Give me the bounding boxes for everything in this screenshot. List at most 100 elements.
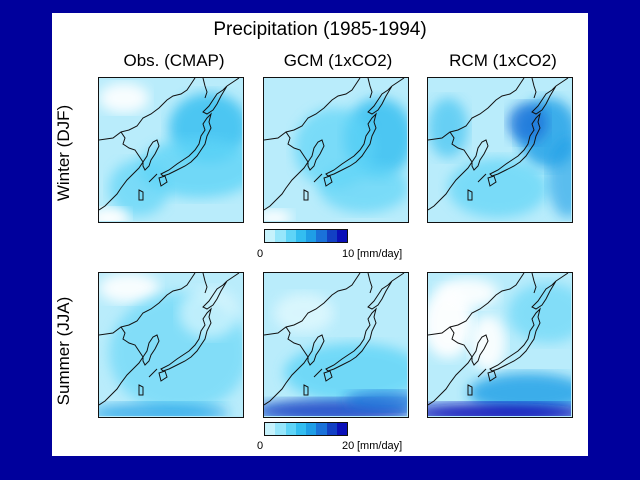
map-canvas [428,78,571,218]
coastline [428,131,473,211]
coastline [303,384,309,396]
coastline [487,370,497,382]
precip-shade [548,138,571,218]
coastline [264,273,361,336]
coastline [99,131,144,211]
coastline [531,273,537,294]
coastline [555,78,569,87]
row-header-winter: Winter (DJF) [54,104,73,202]
coastline [307,139,325,171]
map-canvas [99,78,242,221]
coastline [531,78,537,99]
coastline [471,334,489,366]
precip-shade [438,278,498,308]
coastline [160,307,212,372]
coastline [264,78,361,141]
row-header-summer: Summer (JJA) [54,296,73,406]
coastline [428,273,525,336]
colorbar-swatch [326,230,337,242]
precip-shade [274,293,334,333]
map-panel-summer-rcm [427,272,573,418]
colorbar-winter-max: 10 [342,248,355,260]
colorbar-summer-max: 20 [342,440,355,452]
coastline [303,189,309,201]
map-canvas [264,78,407,221]
coastline [226,273,240,282]
coastline [99,326,144,406]
colorbar-swatch [316,423,327,435]
precip-shade [179,288,239,338]
coastline [142,334,160,366]
coastline [148,368,158,378]
precip-shade [99,208,129,221]
coastline [477,368,487,378]
figure-title: Precipitation (1985-1994) [213,19,427,40]
map-panel-summer-obs [98,272,244,418]
coastline [226,78,240,87]
map-canvas [264,273,407,416]
coastline [477,173,487,183]
coastline [202,78,208,99]
colorbar-winter-min: 0 [257,248,264,260]
coastline [391,78,405,87]
map-panel-summer-gcm [263,272,409,418]
coastline [367,273,373,294]
colorbar-winter [264,229,348,243]
column-header-obs: Obs. (CMAP) [123,51,225,70]
coastline [428,326,473,406]
coastline [428,78,525,141]
coastline [487,175,497,187]
coastline [158,370,168,382]
coastline [264,326,309,406]
colorbar-summer [264,422,348,436]
figure-slide: Precipitation (1985-1994) Obs. (CMAP) GC… [52,13,588,456]
map-panel-winter-obs [98,77,244,223]
colorbar-summer-unit: [mm/day] [357,440,403,452]
coastline [555,273,569,282]
coastline [160,112,212,177]
coastline [142,139,160,171]
colorbar-swatch [285,423,296,435]
coastline [391,273,405,282]
map-canvas [99,273,242,416]
precip-shade [109,160,169,216]
coastline [325,112,377,177]
precip-shade [448,158,548,218]
precip-shade [344,391,407,411]
coastline [323,175,333,187]
colorbar-swatch [285,230,296,242]
colorbar-swatch [326,423,337,435]
precip-shade [99,83,149,113]
coastline [471,139,489,171]
precip-shade [319,163,407,213]
precip-shade [99,403,229,416]
colorbar-swatch [275,423,286,435]
colorbar-swatch [336,230,347,242]
coastline [202,273,208,294]
colorbar-swatch [316,230,327,242]
coastline [313,173,323,183]
colorbar-swatch [306,230,317,242]
coastline [325,307,377,372]
precip-shade [468,373,571,413]
colorbar-swatch [295,423,306,435]
column-header-rcm: RCM (1xCO2) [449,51,557,70]
map-canvas [428,273,571,416]
map-panel-winter-rcm [427,77,573,223]
coastline [323,370,333,382]
coastline [158,175,168,187]
precip-shade [264,210,292,221]
coastline [313,368,323,378]
coastline [307,334,325,366]
colorbar-swatch [265,230,276,242]
colorbar-swatch [306,423,317,435]
column-header-gcm: GCM (1xCO2) [283,51,393,70]
map-panel-winter-gcm [263,77,409,223]
coastline [138,384,144,396]
coastline [489,112,541,177]
colorbar-summer-min: 0 [257,440,264,452]
precip-shade [428,98,468,158]
coastline [148,173,158,183]
coastline [138,189,144,201]
coastline [367,78,373,99]
